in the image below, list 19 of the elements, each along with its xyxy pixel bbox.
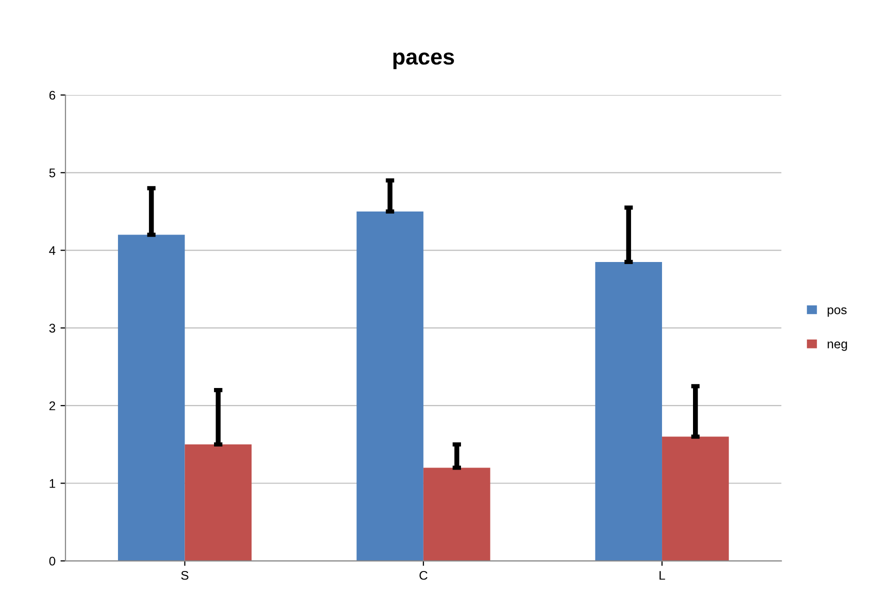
y-tick-label: 6 [49,90,56,100]
bar [595,262,662,561]
y-tick-label: 2 [49,401,56,410]
y-tick-label: 5 [49,168,56,178]
x-tick-label: S [181,570,188,580]
legend-label: pos [828,307,847,317]
bar [118,234,185,561]
bar [356,211,424,561]
x-tick-label: L [660,571,666,580]
y-tick-label: 4 [49,246,56,255]
y-tick-label: 3 [49,324,56,333]
chart-title: paces [393,52,454,70]
bar [662,436,729,561]
legend-label: neg [828,342,847,351]
y-tick-label: 0 [49,556,56,566]
y-tick-label: 1 [50,479,56,488]
bar [423,468,490,561]
x-tick-label: C [420,570,428,580]
bar [184,444,252,561]
